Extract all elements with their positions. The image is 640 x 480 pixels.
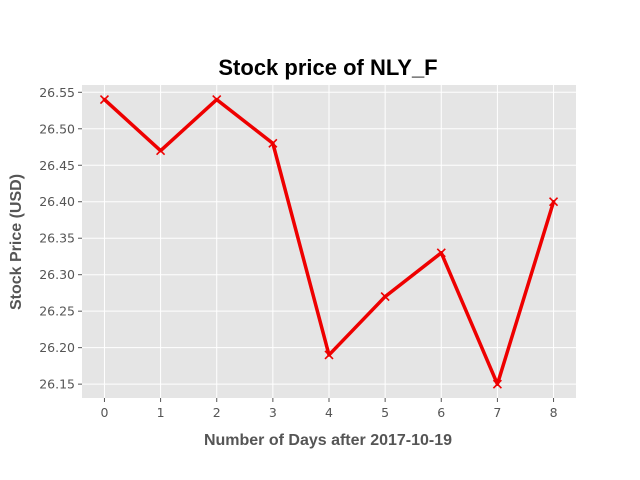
y-tick-label: 26.25 bbox=[39, 304, 75, 319]
x-tick-label: 6 bbox=[437, 405, 445, 420]
y-axis-label: Stock Price (USD) bbox=[8, 174, 25, 310]
x-tick-label: 0 bbox=[100, 405, 108, 420]
y-tick-label: 26.40 bbox=[39, 194, 75, 209]
x-tick-label: 2 bbox=[213, 405, 221, 420]
data-point bbox=[268, 138, 278, 148]
data-point bbox=[380, 292, 390, 302]
y-tick-label: 26.50 bbox=[39, 121, 75, 136]
grid-lines bbox=[82, 85, 576, 398]
x-tick-label: 1 bbox=[157, 405, 165, 420]
data-point bbox=[436, 248, 446, 258]
data-point bbox=[156, 146, 166, 156]
x-tick-label: 3 bbox=[269, 405, 277, 420]
x-tick-label: 4 bbox=[325, 405, 333, 420]
data-point bbox=[492, 379, 502, 389]
data-point bbox=[99, 95, 110, 105]
y-tick-label: 26.55 bbox=[39, 85, 75, 100]
axis-ticks: 0 1 2 3 4 5 6 7 8 26.15 26.20 26.25 26.30 26.35 26.40 2… bbox=[39, 85, 557, 420]
data-point bbox=[548, 197, 559, 207]
x-axis-label: Number of Days after 2017-10-19 bbox=[204, 432, 452, 449]
y-tick-label: 26.15 bbox=[39, 377, 75, 392]
y-tick-label: 26.45 bbox=[39, 158, 75, 173]
y-tick-label: 26.35 bbox=[39, 231, 75, 246]
x-tick-label: 7 bbox=[493, 405, 501, 420]
data-point bbox=[324, 350, 334, 360]
y-tick-label: 26.20 bbox=[39, 340, 75, 355]
chart-title: Stock price of NLY_F bbox=[218, 55, 437, 80]
series-layer bbox=[99, 95, 559, 389]
data-point bbox=[212, 95, 222, 105]
x-tick-label: 5 bbox=[381, 405, 389, 420]
y-tick-label: 26.30 bbox=[39, 267, 75, 282]
x-tick-label: 8 bbox=[550, 405, 558, 420]
